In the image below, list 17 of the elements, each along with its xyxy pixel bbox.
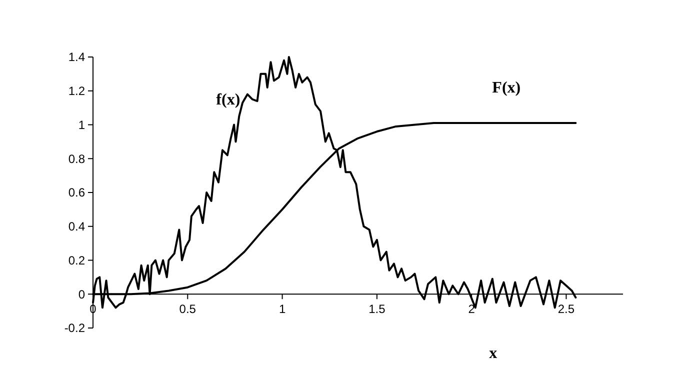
y-tick-label: -0.2 [64,321,86,336]
y-tick-label: 0.2 [68,253,86,268]
y-tick-label: 0.6 [68,186,86,200]
y-tick-label: 0 [78,287,86,302]
x-tick-label: 2 [468,302,476,316]
y-tick-label: 0.8 [68,152,86,166]
x-tick-label: 1 [278,302,286,316]
x-tick-label: 0.5 [179,302,196,316]
x-axis-title: x [489,345,498,362]
y-tick-label: 1.2 [68,84,86,98]
y-tick-label: 1 [78,118,86,132]
series-label: f(x) [216,91,240,108]
x-tick-label: 2.5 [558,302,575,316]
y-tick-label: 0.4 [68,220,86,234]
y-tick-label: 1.4 [68,50,86,64]
series-label: F(x) [492,80,521,97]
x-tick-label: 1.5 [368,302,386,316]
